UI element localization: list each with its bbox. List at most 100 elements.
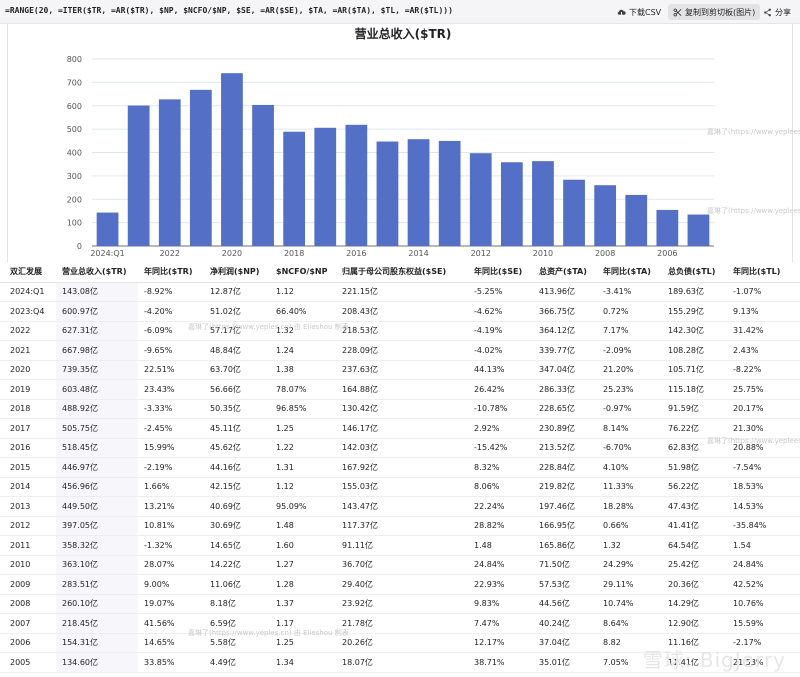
table-row: 2024:Q1 143.08亿 -8.92% 12.87亿 1.12 221.15亿 -5.… xyxy=(0,282,800,302)
formula-text: =RANGE(20, =ITER($TR, =AR($TR), $NP, $NC… xyxy=(5,6,453,15)
x-tick-label: 2012 xyxy=(471,249,491,258)
table-cell: -10.78% xyxy=(468,399,533,419)
table-cell: 44.16亿 xyxy=(204,457,270,478)
share-button[interactable]: 分享 xyxy=(758,4,796,20)
table-cell: 14.53% xyxy=(727,496,800,517)
table-cell: 26.42% xyxy=(468,379,533,400)
table-cell: 40.24亿 xyxy=(533,613,597,634)
bar xyxy=(438,140,461,246)
table-cell: 18.28% xyxy=(597,496,662,517)
table-row: 2018 488.92亿 -3.33% 50.35亿 96.85% 130.42亿 -10.… xyxy=(0,399,800,419)
table-row: 2006 154.31亿 14.65% 5.58亿 1.25 20.26亿 12.17% 37… xyxy=(0,633,800,653)
bar xyxy=(500,162,523,246)
table-cell: 627.31亿 xyxy=(56,321,138,341)
table-cell: 165.86亿 xyxy=(533,535,597,556)
y-tick-label: 500 xyxy=(67,125,82,134)
column-header: 净利润($NP) xyxy=(204,262,270,283)
table-cell: 20.36亿 xyxy=(662,574,727,595)
x-tick-label: 2018 xyxy=(284,249,304,258)
table-cell: 456.96亿 xyxy=(56,477,138,497)
table-cell: 0.66% xyxy=(597,516,662,536)
y-tick-label: 800 xyxy=(67,55,82,64)
column-header: 归属于母公司股东权益($SE) xyxy=(336,262,468,283)
column-header: 年同比($TA) xyxy=(597,262,662,283)
x-tick-label: 2024:Q1 xyxy=(90,249,124,258)
table-row: 2011 358.32亿 -1.32% 14.65亿 1.60 91.11亿 1.48 165… xyxy=(0,535,800,556)
table-cell: 10.81% xyxy=(138,516,204,536)
table-cell: 25.42亿 xyxy=(662,555,727,575)
table-cell: -3.33% xyxy=(138,399,204,419)
table-cell: 8.06% xyxy=(468,477,533,497)
bar xyxy=(376,141,399,246)
table-cell: 143.47亿 xyxy=(336,496,468,517)
column-header: 年同比($TR) xyxy=(138,262,204,283)
table-cell: -8.92% xyxy=(138,282,204,302)
table-cell: 19.07% xyxy=(138,594,204,614)
table-cell: 413.96亿 xyxy=(533,282,597,302)
table-cell: 9.00% xyxy=(138,574,204,595)
table-cell: 167.92亿 xyxy=(336,457,468,478)
table-cell: 9.13% xyxy=(727,301,800,322)
bar xyxy=(189,89,212,246)
table-cell: 2006 xyxy=(0,633,56,653)
table-cell: -4.02% xyxy=(468,340,533,361)
bar xyxy=(407,139,430,246)
table-cell: -2.09% xyxy=(597,340,662,361)
table-cell: -4.19% xyxy=(468,321,533,341)
table-cell: 29.11% xyxy=(597,574,662,595)
table-cell: 21.30% xyxy=(727,418,800,439)
table-cell: 197.46亿 xyxy=(533,496,597,517)
table-cell: 286.33亿 xyxy=(533,379,597,400)
table-cell: 48.84亿 xyxy=(204,340,270,361)
table-cell: 518.45亿 xyxy=(56,438,138,458)
x-tick-label: 2014 xyxy=(408,249,428,258)
table-cell: 142.30亿 xyxy=(662,321,727,341)
table-cell: 505.75亿 xyxy=(56,418,138,439)
download-csv-button[interactable]: 下载CSV xyxy=(612,4,666,20)
table-cell: 2015 xyxy=(0,457,56,478)
table-cell: 11.41亿 xyxy=(662,652,727,673)
table-cell: 449.50亿 xyxy=(56,496,138,517)
table-cell: 2018 xyxy=(0,399,56,419)
table-cell: 228.84亿 xyxy=(533,457,597,478)
table-cell: 41.56% xyxy=(138,613,204,634)
table-cell: 28.07% xyxy=(138,555,204,575)
table-cell: 8.18亿 xyxy=(204,594,270,614)
table-cell: 600.97亿 xyxy=(56,301,138,322)
table-cell: 21.78亿 xyxy=(336,613,468,634)
table-cell: 91.11亿 xyxy=(336,535,468,556)
table-cell: 1.22 xyxy=(270,438,336,458)
table-cell: 2020 xyxy=(0,360,56,380)
x-tick-label: 2010 xyxy=(533,249,553,258)
table-row: 2009 283.51亿 9.00% 11.06亿 1.28 29.40亿 22.93% 57… xyxy=(0,574,800,595)
table-cell: 64.54亿 xyxy=(662,535,727,556)
table-cell: 105.71亿 xyxy=(662,360,727,380)
table-cell: 189.63亿 xyxy=(662,282,727,302)
table-cell: 23.43% xyxy=(138,379,204,400)
y-tick-label: 200 xyxy=(67,195,82,204)
table-cell: -8.22% xyxy=(727,360,800,380)
table-cell: 2022 xyxy=(0,321,56,341)
table-cell: 50.35亿 xyxy=(204,399,270,419)
table-cell: 364.12亿 xyxy=(533,321,597,341)
table-row: 2013 449.50亿 13.21% 40.69亿 95.09% 143.47亿 22.2… xyxy=(0,496,800,517)
table-cell: 66.40% xyxy=(270,301,336,322)
table-cell: 21.53% xyxy=(727,652,800,673)
table-row: 2020 739.35亿 22.51% 63.70亿 1.38 237.63亿 44.13%… xyxy=(0,360,800,380)
table-cell: 221.15亿 xyxy=(336,282,468,302)
table-cell: 12.87亿 xyxy=(204,282,270,302)
cloud-download-icon xyxy=(617,9,626,17)
table-cell: 260.10亿 xyxy=(56,594,138,614)
y-tick-label: 300 xyxy=(67,172,82,181)
table-cell: -6.70% xyxy=(597,438,662,458)
table-cell: 130.42亿 xyxy=(336,399,468,419)
table-cell: 28.82% xyxy=(468,516,533,536)
scissors-icon xyxy=(673,8,682,16)
table-cell: 2009 xyxy=(0,574,56,595)
bar xyxy=(469,153,492,246)
table-cell: 6.59亿 xyxy=(204,613,270,634)
table-cell: 2016 xyxy=(0,438,56,458)
table-cell: 739.35亿 xyxy=(56,360,138,380)
copy-image-button[interactable]: 复制到剪切板(图片) xyxy=(668,4,761,20)
table-cell: 2019 xyxy=(0,379,56,400)
